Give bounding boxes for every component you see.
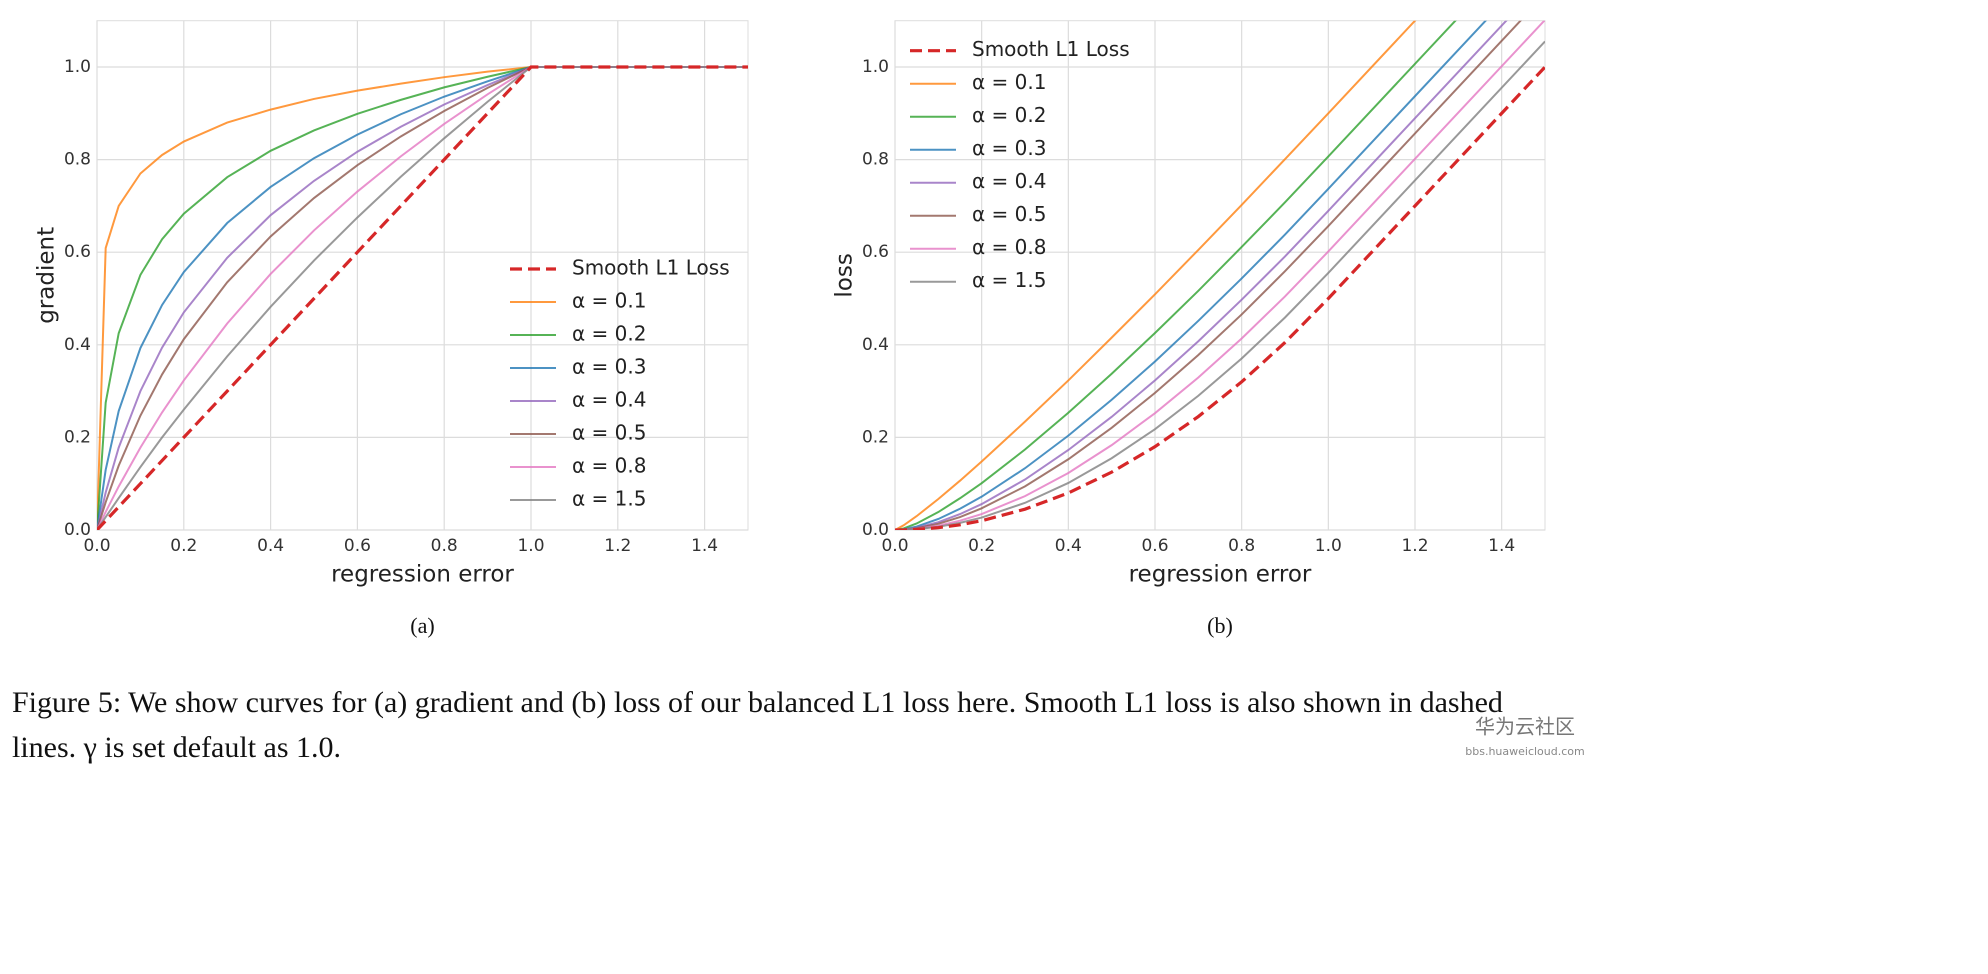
legend-label: α = 0.1 bbox=[972, 70, 1046, 94]
x-tick-label: 0.6 bbox=[344, 536, 371, 556]
watermark-title: 华为云社区 bbox=[1475, 715, 1575, 739]
legend-label: α = 0.8 bbox=[972, 235, 1046, 259]
y-tick-label: 1.0 bbox=[862, 57, 889, 77]
x-tick-label: 0.2 bbox=[170, 536, 197, 556]
x-tick-label: 1.2 bbox=[1401, 536, 1428, 556]
y-tick-label: 0.4 bbox=[862, 335, 889, 355]
x-tick-label: 0.0 bbox=[83, 536, 110, 556]
y-tick-label: 0.4 bbox=[64, 335, 91, 355]
series-line bbox=[97, 66, 748, 530]
watermark-url: bbs.huaweicloud.com bbox=[1465, 745, 1584, 758]
legend-label: α = 0.5 bbox=[972, 202, 1046, 226]
legend-label: α = 0.8 bbox=[572, 454, 646, 478]
x-tick-label: 0.8 bbox=[1228, 536, 1255, 556]
y-axis-label: gradient bbox=[34, 227, 60, 324]
series-line bbox=[97, 66, 748, 530]
legend-label: α = 0.2 bbox=[972, 103, 1046, 127]
legend-label: α = 0.3 bbox=[972, 136, 1046, 160]
y-tick-label: 0.8 bbox=[64, 150, 91, 170]
y-tick-label: 0.6 bbox=[862, 242, 889, 262]
legend-label: Smooth L1 Loss bbox=[572, 256, 730, 280]
series-line bbox=[895, 20, 1488, 530]
x-tick-label: 0.4 bbox=[257, 536, 284, 556]
y-tick-label: 0.6 bbox=[64, 242, 91, 262]
caption-line: Figure 5: We show curves for (a) gradien… bbox=[12, 686, 1503, 719]
y-tick-label: 0.8 bbox=[862, 150, 889, 170]
x-tick-label: 0.6 bbox=[1141, 536, 1168, 556]
legend-label: Smooth L1 Loss bbox=[972, 37, 1130, 61]
series-line bbox=[97, 66, 748, 530]
legend-label: α = 0.4 bbox=[572, 388, 646, 412]
legend-label: α = 0.5 bbox=[572, 421, 646, 445]
y-tick-label: 0.0 bbox=[64, 520, 91, 540]
caption-line: lines. γ is set default as 1.0. bbox=[12, 731, 341, 764]
series-line bbox=[895, 20, 1417, 530]
legend-label: α = 1.5 bbox=[972, 268, 1046, 292]
x-tick-label: 1.2 bbox=[604, 536, 631, 556]
series-line bbox=[895, 20, 1522, 530]
x-tick-label: 0.8 bbox=[431, 536, 458, 556]
series-line bbox=[895, 65, 1545, 530]
x-tick-label: 1.4 bbox=[691, 536, 718, 556]
y-axis-label: loss bbox=[832, 253, 858, 297]
series-line bbox=[97, 66, 748, 530]
x-axis-label: regression error bbox=[1129, 562, 1312, 588]
y-tick-label: 0.2 bbox=[64, 427, 91, 447]
x-tick-label: 1.0 bbox=[1315, 536, 1342, 556]
panel-label: (b) bbox=[1207, 613, 1233, 638]
x-tick-label: 0.2 bbox=[968, 536, 995, 556]
legend-label: α = 0.3 bbox=[572, 355, 646, 379]
plot-area bbox=[894, 20, 1546, 531]
panel-label: (a) bbox=[410, 613, 434, 638]
x-tick-label: 1.0 bbox=[517, 536, 544, 556]
legend-label: α = 1.5 bbox=[572, 487, 646, 511]
x-tick-label: 0.4 bbox=[1055, 536, 1082, 556]
series-line bbox=[97, 65, 748, 530]
x-tick-label: 1.4 bbox=[1488, 536, 1515, 556]
series-line bbox=[895, 20, 1457, 530]
series-line bbox=[97, 66, 748, 530]
x-axis-label: regression error bbox=[331, 562, 514, 588]
legend-label: α = 0.2 bbox=[572, 322, 646, 346]
y-tick-label: 0.0 bbox=[862, 520, 889, 540]
x-tick-label: 0.0 bbox=[881, 536, 908, 556]
legend-label: α = 0.4 bbox=[972, 169, 1046, 193]
legend-label: α = 0.1 bbox=[572, 289, 646, 313]
y-tick-label: 1.0 bbox=[64, 57, 91, 77]
y-tick-label: 0.2 bbox=[862, 427, 889, 447]
series-line bbox=[97, 66, 748, 530]
series-line bbox=[97, 66, 748, 530]
